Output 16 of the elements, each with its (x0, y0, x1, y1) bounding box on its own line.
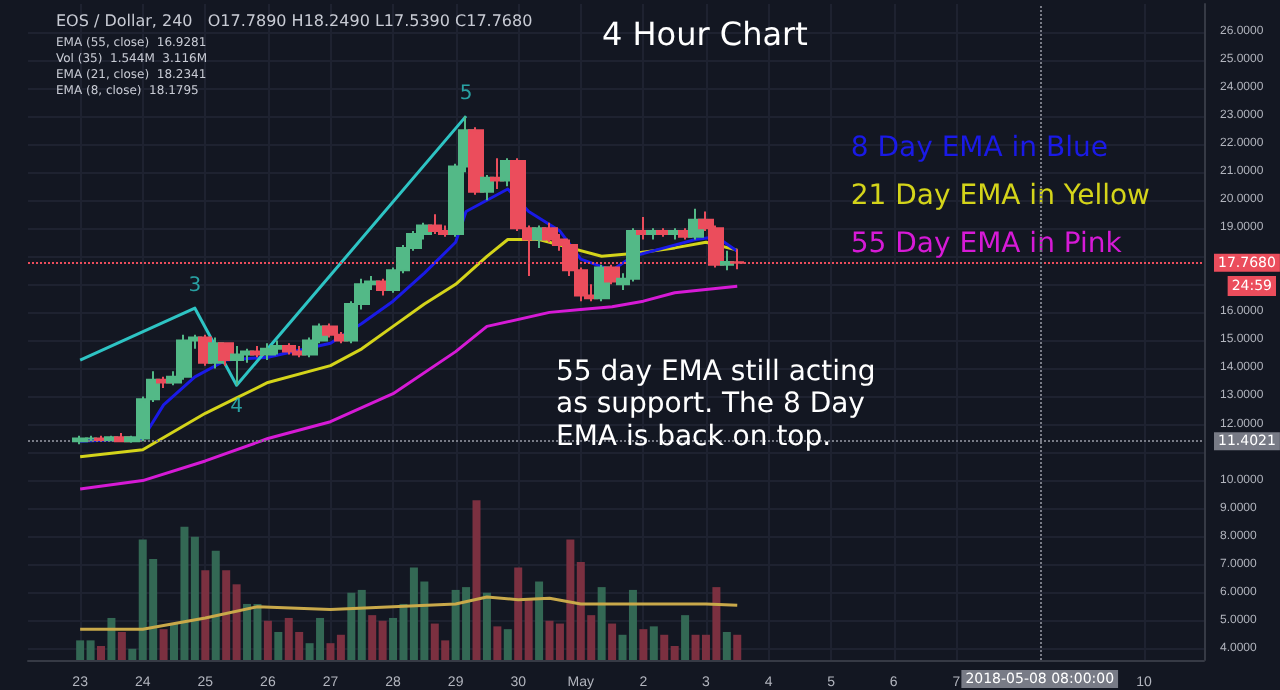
candlestick (282, 342, 296, 356)
candlestick (322, 322, 338, 339)
candlestick (230, 345, 244, 387)
annotation: 55 day EMA still acting as support. The 8 Day EMA is back on top. (556, 356, 885, 453)
chart-title: 4 Hour Chart (602, 15, 808, 53)
candlestick (428, 213, 442, 235)
annotation: EOS / Dollar, 240 O17.7890 H18.2490 L17.5390 C17.7680 (56, 12, 533, 31)
annotation: 3 (188, 275, 202, 298)
candlestick (260, 342, 276, 362)
annotation: 5 (459, 83, 473, 106)
line-series (78, 114, 468, 387)
annotation: 4 (230, 396, 243, 419)
text: 8 Day EMA in Blue (850, 132, 1108, 164)
candlestick (480, 174, 494, 202)
candlestick (468, 126, 484, 196)
line-series (78, 595, 739, 631)
